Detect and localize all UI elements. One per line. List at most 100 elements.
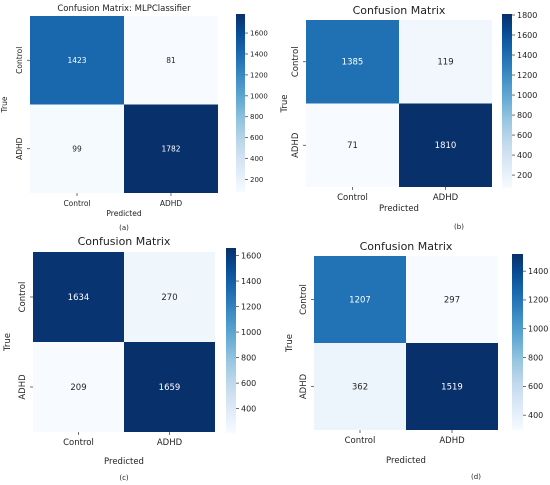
x-tick-label: ADHD: [160, 199, 183, 208]
heatmap-cell: [33, 342, 124, 432]
cell-value-label: 1423: [67, 56, 86, 65]
colorbar-tick-label: 1000: [241, 328, 261, 337]
chart-title: Confusion Matrix: MLPClassifier: [57, 4, 191, 14]
heatmap-cell: [406, 256, 498, 343]
x-tick-label: Control: [345, 436, 376, 446]
y-axis-label: True: [285, 334, 295, 353]
colorbar: [502, 14, 512, 188]
colorbar-tick-label: 1600: [250, 29, 268, 37]
colorbar-tick-label: 1200: [241, 302, 261, 311]
x-axis-label: Predicted: [106, 209, 141, 218]
colorbar-tick-label: 1800: [517, 11, 537, 20]
heatmap-cell: [399, 20, 492, 104]
colorbar-tick-label: 400: [250, 155, 263, 163]
cell-value-label: 119: [437, 58, 453, 68]
y-tick-label: ADHD: [291, 132, 301, 158]
heatmap-cell: [314, 256, 406, 343]
cell-value-label: 270: [161, 293, 177, 303]
y-tick-label: Control: [18, 282, 28, 313]
x-tick-label: ADHD: [439, 436, 465, 446]
x-axis-label: Predicted: [104, 457, 144, 467]
colorbar-tick-label: 1400: [528, 267, 548, 276]
heatmap-cell: [314, 343, 406, 430]
cell-value-label: 297: [444, 295, 460, 305]
x-axis-label: Predicted: [386, 456, 426, 466]
heatmap-cell: [33, 252, 124, 342]
panel-label: (a): [119, 224, 129, 232]
colorbar-tick-label: 200: [250, 176, 263, 184]
cell-value-label: 1782: [161, 144, 180, 153]
confusion-matrix-panel-4: Confusion Matrix 1207 297 362 1519 Control ADH…: [285, 240, 548, 481]
chart-title: Confusion Matrix: [78, 235, 171, 248]
colorbar-tick-label: 1000: [528, 325, 548, 334]
x-tick-label: Control: [337, 193, 368, 203]
heatmap-cell: [124, 16, 218, 105]
confusion-matrix-panel-1: Confusion Matrix: MLPClassifier 1423 81 99 1…: [0, 4, 268, 232]
heatmap-cell: [124, 252, 215, 342]
y-tick-label: ADHD: [299, 373, 309, 399]
colorbar-tick-label: 600: [250, 134, 263, 142]
colorbar-tick-label: 1600: [241, 251, 261, 260]
panel-label: (c): [119, 474, 129, 482]
colorbar: [512, 254, 523, 430]
chart-title: Confusion Matrix: [353, 4, 446, 17]
cell-value-label: 81: [166, 56, 176, 65]
x-tick-label: Control: [63, 438, 94, 448]
panel-label: (b): [454, 223, 464, 231]
colorbar-tick-label: 1400: [517, 51, 537, 60]
cell-value-label: 1810: [435, 141, 457, 151]
y-tick-label: ADHD: [18, 374, 28, 400]
colorbar-tick-label: 1200: [517, 71, 537, 80]
cell-value-label: 362: [352, 382, 368, 392]
cell-value-label: 99: [72, 144, 82, 153]
confusion-matrix-panel-3: Confusion Matrix 1634 270 209 1659 Control ADH…: [3, 235, 261, 482]
colorbar-tick-label: 1000: [517, 91, 537, 100]
y-tick-label: Control: [15, 47, 24, 74]
y-tick-label: Control: [299, 284, 309, 315]
heatmap-cell: [306, 20, 399, 104]
panel-label: (d): [471, 473, 481, 481]
chart-title: Confusion Matrix: [360, 240, 453, 253]
colorbar-tick-label: 1400: [250, 50, 268, 58]
y-axis-label: True: [3, 333, 13, 352]
y-tick-label: Control: [291, 46, 301, 77]
heatmap-cell: [406, 343, 498, 430]
colorbar-tick-label: 1600: [517, 31, 537, 40]
colorbar-tick-label: 800: [250, 113, 263, 121]
x-tick-label: Control: [63, 199, 90, 208]
colorbar-tick-label: 600: [241, 379, 256, 388]
colorbar-tick-label: 200: [517, 171, 532, 180]
colorbar-tick-label: 400: [517, 151, 532, 160]
x-tick-label: ADHD: [433, 193, 459, 203]
y-axis-label: True: [0, 96, 9, 113]
cell-value-label: 1519: [441, 382, 463, 392]
y-tick-label: ADHD: [15, 137, 24, 160]
colorbar: [226, 248, 236, 433]
cell-value-label: 1385: [342, 58, 364, 68]
confusion-matrix-panel-2: Confusion Matrix 1385 119 71 1810 Control ADHD…: [280, 4, 537, 231]
x-tick-label: ADHD: [157, 438, 183, 448]
colorbar-tick-label: 1000: [250, 92, 268, 100]
colorbar-tick-label: 400: [528, 411, 543, 420]
heatmap-cell: [399, 103, 492, 187]
colorbar-tick-label: 800: [241, 353, 256, 362]
colorbar-tick-label: 1200: [528, 296, 548, 305]
heatmap-cell: [30, 104, 124, 193]
colorbar: [236, 14, 245, 192]
colorbar-tick-label: 1400: [241, 277, 261, 286]
heatmap-cell: [306, 103, 399, 187]
colorbar-tick-label: 600: [517, 131, 532, 140]
colorbar-tick-label: 800: [517, 111, 532, 120]
colorbar-tick-label: 400: [241, 404, 256, 413]
x-axis-label: Predicted: [379, 204, 419, 214]
colorbar-tick-label: 600: [528, 382, 543, 391]
cell-value-label: 71: [347, 141, 358, 151]
y-axis-label: True: [280, 94, 290, 113]
colorbar-tick-label: 1200: [250, 71, 268, 79]
heatmap-cell: [124, 342, 215, 432]
heatmap-cell: [124, 104, 218, 193]
heatmap-cell: [30, 16, 124, 105]
cell-value-label: 1659: [159, 383, 181, 393]
cell-value-label: 1207: [349, 295, 371, 305]
